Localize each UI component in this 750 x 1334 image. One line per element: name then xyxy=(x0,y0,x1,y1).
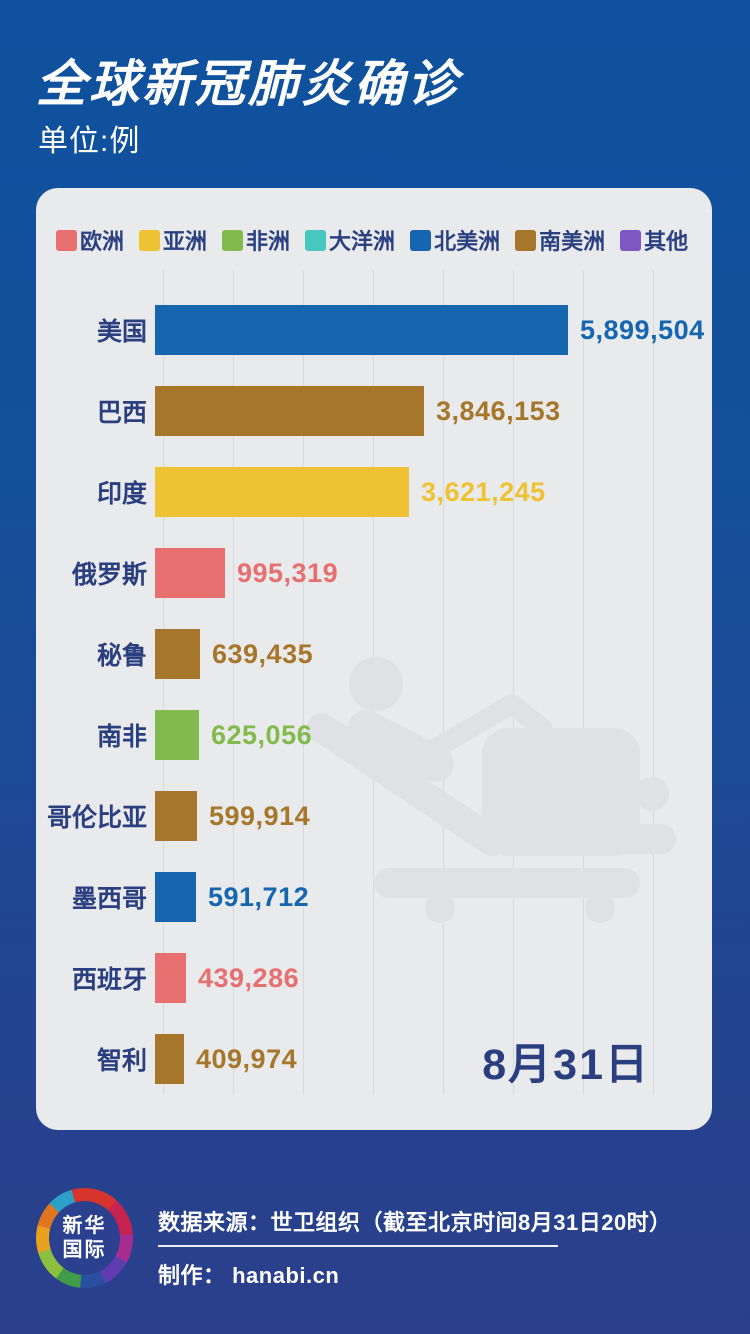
bar-row-哥伦比亚: 哥伦比亚 599,914 xyxy=(36,791,712,841)
footer: 新华 国际 数据来源：世卫组织（截至北京时间8月31日20时） 制作： hana… xyxy=(0,1160,750,1334)
bar-row-巴西: 巴西 3,846,153 xyxy=(36,386,712,436)
bar-智利 xyxy=(155,1034,184,1084)
legend-swatch-icon xyxy=(305,229,327,251)
bar-value-label: 3,846,153 xyxy=(436,395,561,426)
legend-swatch-icon xyxy=(620,229,642,251)
credit-text: 制作： hanabi.cn xyxy=(158,1263,340,1288)
country-label: 巴西 xyxy=(96,399,147,427)
bar-value-label: 995,319 xyxy=(237,557,339,588)
country-label: 美国 xyxy=(96,318,147,346)
unit-label: 单位:例 xyxy=(38,125,141,158)
xinhua-logo: 新华 国际 xyxy=(36,1188,133,1288)
legend-item-大洋洲: 大洋洲 xyxy=(305,224,395,256)
legend-swatch-icon xyxy=(222,229,244,251)
bar-value-label: 3,621,245 xyxy=(421,476,546,507)
country-label: 印度 xyxy=(96,480,147,508)
legend-swatch-icon xyxy=(515,229,537,251)
country-label: 南非 xyxy=(96,723,147,751)
xinhua-logo-text: 新华 国际 xyxy=(49,1201,120,1275)
grid-line xyxy=(233,270,234,1095)
bar-row-墨西哥: 墨西哥 591,712 xyxy=(36,872,712,922)
chart-card: 欧洲 亚洲 非洲 大洋洲 北美洲 南美洲 其他 美国 5,899,504 巴西 3,846,153… xyxy=(36,188,712,1130)
date-label: 8月31日 xyxy=(482,1041,650,1089)
bar-value-label: 599,914 xyxy=(209,800,311,831)
country-label: 俄罗斯 xyxy=(71,561,147,589)
legend-swatch-icon xyxy=(139,229,161,251)
legend-label: 亚洲 xyxy=(163,229,208,254)
legend-item-南美洲: 南美洲 xyxy=(515,224,605,256)
bar-row-南非: 南非 625,056 xyxy=(36,710,712,760)
country-label: 西班牙 xyxy=(71,966,147,994)
hospital-bed-watermark-icon xyxy=(307,657,676,923)
grid-line xyxy=(443,270,444,1095)
bar-row-美国: 美国 5,899,504 xyxy=(36,305,712,355)
legend: 欧洲 亚洲 非洲 大洋洲 北美洲 南美洲 其他 xyxy=(56,224,706,256)
legend-label: 其他 xyxy=(644,229,689,254)
bar-value-label: 439,286 xyxy=(198,962,300,993)
bar-row-俄罗斯: 俄罗斯 995,319 xyxy=(36,548,712,598)
country-label: 秘鲁 xyxy=(96,642,147,670)
logo-line2: 国际 xyxy=(62,1239,107,1261)
legend-label: 欧洲 xyxy=(80,229,125,254)
legend-item-非洲: 非洲 xyxy=(222,224,290,256)
grid-line xyxy=(303,270,304,1095)
legend-swatch-icon xyxy=(56,229,77,251)
bar-印度 xyxy=(155,467,409,517)
legend-item-欧洲: 欧洲 xyxy=(56,224,124,256)
grid-line xyxy=(163,270,164,1095)
page-title: 全球新冠肺炎确诊 xyxy=(36,56,460,112)
footer-divider xyxy=(158,1245,558,1247)
grid-line xyxy=(583,270,584,1095)
grid-line xyxy=(653,270,654,1095)
data-source-text: 数据来源：世卫组织（截至北京时间8月31日20时） xyxy=(158,1210,672,1235)
bar-row-秘鲁: 秘鲁 639,435 xyxy=(36,629,712,679)
legend-label: 大洋洲 xyxy=(329,229,396,254)
bar-row-智利: 智利 409,974 xyxy=(36,1034,712,1084)
bar-西班牙 xyxy=(155,953,186,1003)
logo-line1: 新华 xyxy=(62,1215,107,1237)
bar-row-西班牙: 西班牙 439,286 xyxy=(36,953,712,1003)
bar-value-label: 409,974 xyxy=(196,1043,298,1074)
bar-value-label: 591,712 xyxy=(208,881,310,912)
bar-美国 xyxy=(155,305,568,355)
bar-row-印度: 印度 3,621,245 xyxy=(36,467,712,517)
legend-label: 南美洲 xyxy=(539,229,606,254)
bar-巴西 xyxy=(155,386,424,436)
bar-value-label: 625,056 xyxy=(211,719,313,750)
country-label: 智利 xyxy=(96,1047,147,1075)
bar-value-label: 5,899,504 xyxy=(580,314,705,345)
country-label: 墨西哥 xyxy=(71,885,147,913)
bar-俄罗斯 xyxy=(155,548,225,598)
legend-item-其他: 其他 xyxy=(620,224,688,256)
bar-南非 xyxy=(155,710,199,760)
bar-value-label: 639,435 xyxy=(212,638,314,669)
legend-item-北美洲: 北美洲 xyxy=(410,224,500,256)
legend-swatch-icon xyxy=(410,229,432,251)
bar-哥伦比亚 xyxy=(155,791,197,841)
country-label: 哥伦比亚 xyxy=(46,804,147,832)
bar-秘鲁 xyxy=(155,629,200,679)
grid-line xyxy=(513,270,514,1095)
legend-label: 北美洲 xyxy=(434,229,501,254)
legend-label: 非洲 xyxy=(246,229,291,254)
bar-墨西哥 xyxy=(155,872,196,922)
legend-item-亚洲: 亚洲 xyxy=(139,224,207,256)
bar-rows: 美国 5,899,504 巴西 3,846,153 印度 3,621,245 俄罗斯 995,… xyxy=(36,305,712,1115)
